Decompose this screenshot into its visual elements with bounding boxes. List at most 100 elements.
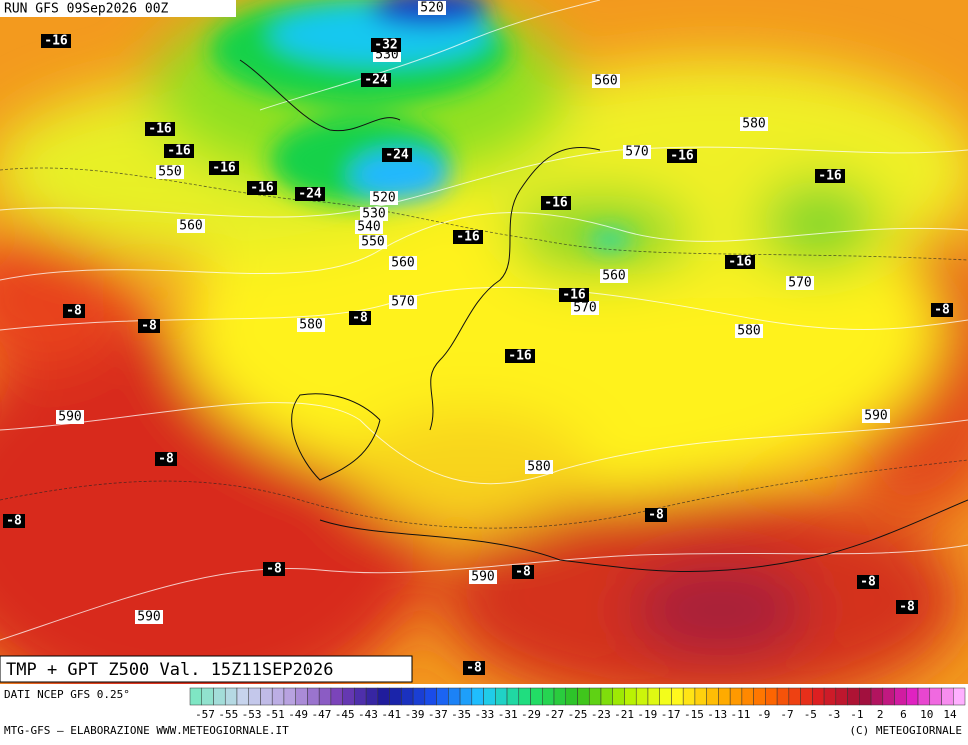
height-label: 560: [179, 219, 202, 234]
temperature-label: -8: [66, 304, 82, 319]
colorbar-swatch: [365, 687, 379, 706]
colorbar-swatch: [718, 687, 731, 706]
height-label: 550: [361, 235, 384, 250]
height-label: 520: [420, 1, 443, 16]
colorbar-swatch: [553, 687, 567, 706]
colorbar-swatch: [236, 687, 249, 706]
temperature-label: -32: [374, 38, 397, 53]
footer-right: (C) METEOGIORNALE: [849, 724, 962, 737]
height-label: 560: [602, 269, 625, 284]
temperature-label-bg: [541, 196, 571, 210]
colorbar-swatch: [213, 687, 226, 706]
colorbar-swatch: [906, 687, 919, 706]
temperature-label-bg: [382, 148, 412, 162]
colorbar-tick-label: -53: [242, 708, 262, 721]
colorbar-swatch: [389, 687, 402, 706]
colorbar-tick-label: -35: [451, 708, 471, 721]
colorbar-swatch: [741, 687, 754, 706]
height-label: 570: [573, 301, 596, 316]
colorbar-swatch: [283, 687, 296, 706]
height-label: 550: [158, 165, 181, 180]
temperature-label: -8: [860, 575, 876, 590]
temperature-label: -24: [364, 73, 388, 88]
run-label: RUN GFS 09Sep2026 00Z: [4, 2, 169, 17]
height-label: 590: [58, 410, 81, 425]
temperature-label-bg: [247, 181, 277, 195]
height-label-bg: [735, 324, 763, 338]
colorbar-swatch: [260, 687, 273, 706]
height-label: 570: [788, 276, 811, 291]
colorbar-swatch: [870, 687, 884, 706]
colorbar-tick-label: -9: [757, 708, 770, 721]
colorbar-swatch: [823, 687, 837, 706]
colorbar-swatch: [271, 687, 285, 706]
colorbar-tick-label: 6: [900, 708, 907, 721]
temperature-label-bg: [63, 304, 85, 318]
footer-left: MTG-GFS — ELABORAZIONE WWW.METEOGIORNALE…: [4, 724, 289, 737]
colorbar-swatch: [495, 687, 508, 706]
colorbar-swatch: [318, 687, 332, 706]
temperature-label-bg: [512, 565, 534, 579]
height-label: 530: [362, 207, 385, 222]
colorbar-tick-label: 10: [920, 708, 933, 721]
height-label-bg: [740, 117, 768, 131]
temperature-label-bg: [349, 311, 371, 325]
height-label-bg: [297, 318, 325, 332]
colorbar: -57 -55 -53 -51 -49 -47 -45 -43 -41 -39 -37 -35 -33-…: [189, 687, 966, 721]
colorbar-swatch: [859, 687, 872, 706]
colorbar-swatch: [518, 687, 531, 706]
temperature-label: -8: [934, 303, 950, 318]
height-label-bg: [571, 301, 599, 315]
colorbar-swatch: [330, 687, 343, 706]
height-label: 520: [372, 191, 395, 206]
colorbar-swatch: [248, 687, 261, 706]
colorbar-tick-label: -51: [265, 708, 285, 721]
temperature-label-bg: [41, 34, 71, 48]
colorbar-swatch: [483, 687, 496, 706]
colorbar-swatch: [882, 687, 895, 706]
height-label-bg: [156, 165, 184, 179]
colorbar-tick-label: 14: [943, 708, 957, 721]
colorbar-tick-label: -45: [335, 708, 355, 721]
colorbar-tick-label: -23: [591, 708, 611, 721]
temperature-label: -8: [648, 508, 664, 523]
temperature-label-bg: [295, 187, 325, 201]
temperature-label: -8: [352, 311, 368, 326]
temperature-label: -16: [670, 149, 694, 164]
colorbar-tick-label: -5: [804, 708, 817, 721]
colorbar-tick-label: -3: [827, 708, 840, 721]
height-label-bg: [623, 145, 651, 159]
colorbar-swatch: [354, 687, 367, 706]
temperature-label: -8: [141, 319, 157, 334]
temperature-label: -16: [44, 34, 68, 49]
colorbar-swatch: [459, 687, 473, 706]
colorbar-swatch: [917, 687, 931, 706]
temperature-label: -16: [562, 288, 586, 303]
colorbar-tick-label: -15: [684, 708, 704, 721]
height-label-bg: [525, 460, 553, 474]
temperature-label-bg: [3, 514, 25, 528]
height-label-bg: [135, 610, 163, 624]
colorbar-swatch: [659, 687, 672, 706]
temperature-label-bg: [155, 452, 177, 466]
temperature-label-bg: [725, 255, 755, 269]
height-label: 580: [299, 318, 322, 333]
colorbar-tick-label: -27: [544, 708, 564, 721]
colorbar-swatch: [295, 687, 308, 706]
colorbar-swatch: [189, 687, 202, 706]
colorbar-swatch: [941, 687, 954, 706]
height-label: 560: [594, 74, 617, 89]
colorbar-swatch: [647, 687, 660, 706]
temperature-label: -24: [385, 148, 409, 163]
temperature-label: -16: [508, 349, 532, 364]
height-label-bg: [862, 409, 890, 423]
temperature-label-bg: [815, 169, 845, 183]
colorbar-swatch: [894, 687, 907, 706]
height-label: 590: [864, 409, 887, 424]
temperature-label: -8: [6, 514, 22, 529]
height-label-bg: [177, 219, 205, 233]
colorbar-swatch: [506, 687, 520, 706]
colorbar-swatch: [224, 687, 238, 706]
temperature-label: -16: [167, 144, 191, 159]
